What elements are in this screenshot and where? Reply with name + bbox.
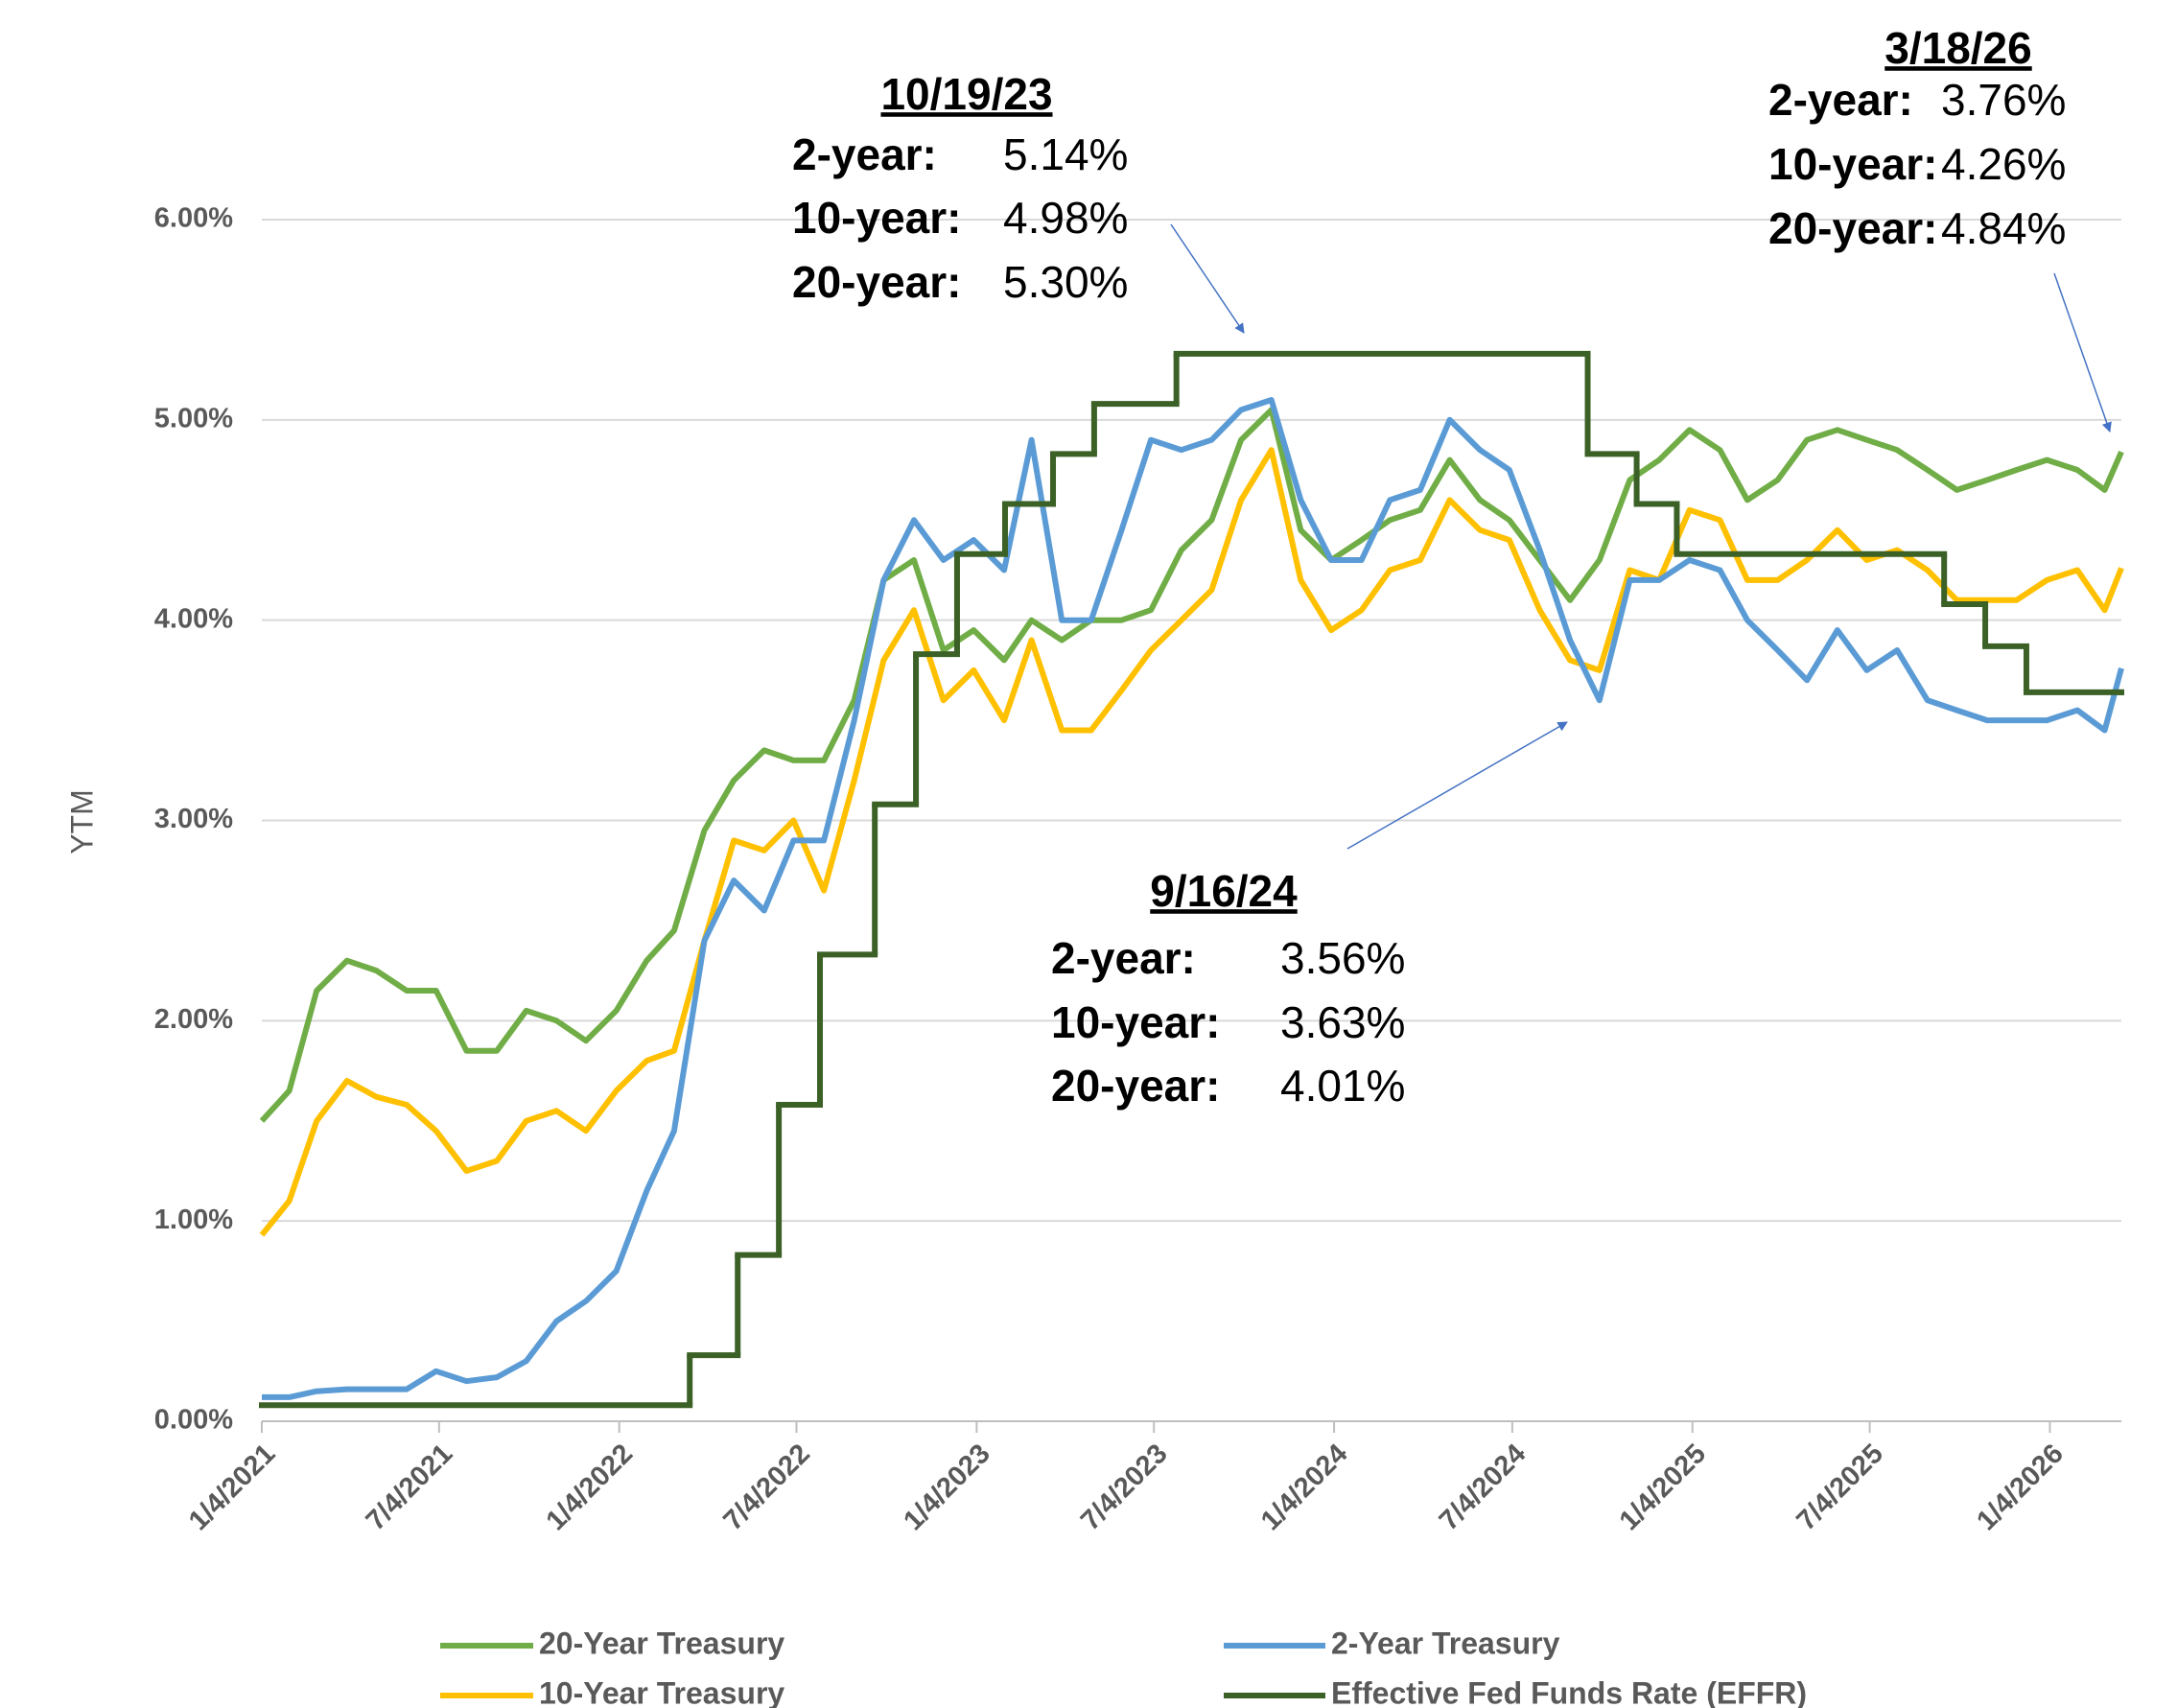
- series-line: [259, 447, 2124, 1237]
- annotation-label: 10-year:: [1768, 139, 1937, 189]
- annotation-label: 20-year:: [1768, 203, 1937, 253]
- legend-label: Effective Fed Funds Rate (EFFR): [1331, 1675, 1807, 1708]
- y-tick-label: 5.00%: [154, 403, 233, 433]
- plot-area: [259, 350, 2124, 1409]
- annotation-arrow: [2053, 272, 2112, 433]
- annotation-arrow: [1346, 721, 1568, 850]
- y-tick-label: 2.00%: [154, 1004, 233, 1035]
- annotation-label: 20-year:: [1051, 1061, 1220, 1111]
- annotation-value: 4.84%: [1941, 203, 2066, 253]
- annotation-label: 2-year:: [1768, 75, 1913, 125]
- y-tick-label: 6.00%: [154, 203, 233, 234]
- annotation-label: 2-year:: [1051, 933, 1196, 983]
- annotation-value: 4.98%: [1003, 193, 1128, 243]
- annotation-value: 5.14%: [1003, 129, 1128, 179]
- y-axis-title: YTM: [64, 789, 99, 854]
- annotation-title: 3/18/26: [1884, 23, 2031, 73]
- series-line: [262, 397, 2124, 1400]
- legend-label: 20-Year Treasury: [539, 1626, 784, 1660]
- annotations: 10/19/23 2-year: 5.14% 10-year: 4.98% 20-year…: [792, 23, 2112, 1111]
- y-tick-label: 3.00%: [154, 804, 233, 834]
- annotation-arrow: [1170, 223, 1245, 334]
- annotation-value: 4.26%: [1941, 139, 2066, 189]
- legend-label: 10-Year Treasury: [539, 1675, 784, 1708]
- annotation-title: 10/19/23: [880, 69, 1052, 119]
- annotation-value: 5.30%: [1003, 257, 1128, 307]
- annotation-label: 20-year:: [792, 257, 961, 307]
- annotation-label: 10-year:: [792, 193, 961, 243]
- y-tick-label: 0.00%: [154, 1405, 233, 1436]
- annotation-value: 3.63%: [1280, 997, 1405, 1047]
- series-line: [259, 407, 2124, 1123]
- annotation-title: 9/16/24: [1150, 866, 1298, 916]
- y-tick-label: 4.00%: [154, 603, 233, 634]
- annotation-value: 3.76%: [1941, 75, 2066, 125]
- annotation-value: 4.01%: [1280, 1061, 1405, 1111]
- legend: 20-Year Treasury 2-Year Treasury 10-Year T…: [440, 1626, 1807, 1708]
- annotation-label: 2-year:: [792, 129, 937, 179]
- annotation-value: 3.56%: [1280, 933, 1405, 983]
- legend-label: 2-Year Treasury: [1331, 1626, 1560, 1660]
- annotation-label: 10-year:: [1051, 997, 1220, 1047]
- y-tick-label: 1.00%: [154, 1205, 233, 1235]
